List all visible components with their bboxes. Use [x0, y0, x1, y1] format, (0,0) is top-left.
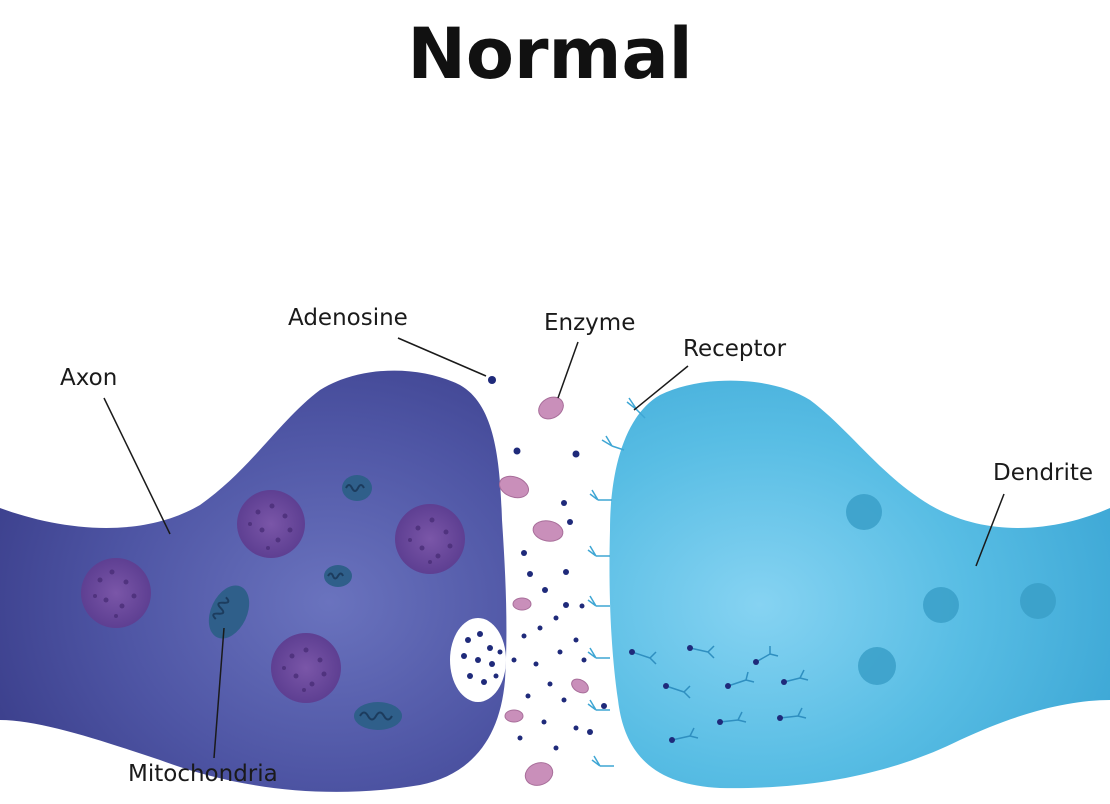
- release-vesicle: [450, 618, 506, 702]
- receptor-leader-line: [633, 365, 689, 411]
- label-adenosine: Adenosine: [288, 305, 408, 331]
- receptors: [587, 397, 646, 767]
- dendrite-leader-line: [975, 493, 1005, 567]
- dendrite-organelles: [846, 494, 1056, 685]
- vesicle-2: [237, 490, 305, 558]
- leader-lines: [103, 337, 1005, 759]
- mitochondrion-3: [208, 585, 250, 639]
- vesicle-1: [81, 558, 151, 628]
- label-enzyme: Enzyme: [544, 310, 635, 336]
- axon-leader-line: [103, 397, 171, 535]
- mitochondria-leader-line: [213, 627, 225, 759]
- label-receptor: Receptor: [683, 336, 787, 362]
- label-dendrite: Dendrite: [993, 460, 1093, 486]
- axon-terminal: [0, 370, 507, 792]
- vesicle-4: [271, 633, 341, 703]
- adenosine-molecules: [488, 376, 607, 751]
- mitochondria-group: [208, 475, 402, 730]
- mitochondrion-4: [354, 702, 402, 730]
- adenosine-leader-line: [397, 337, 487, 377]
- bound-receptors: [629, 645, 809, 743]
- vesicle-3: [395, 504, 465, 574]
- label-mitochondria: Mitochondria: [128, 761, 278, 787]
- label-axon: Axon: [60, 365, 117, 391]
- dendrite: [609, 380, 1110, 789]
- enzyme-leader-line: [557, 341, 579, 399]
- axon-vesicles: [81, 490, 465, 703]
- enzymes: [498, 396, 589, 786]
- diagram-title: Normal: [407, 13, 692, 95]
